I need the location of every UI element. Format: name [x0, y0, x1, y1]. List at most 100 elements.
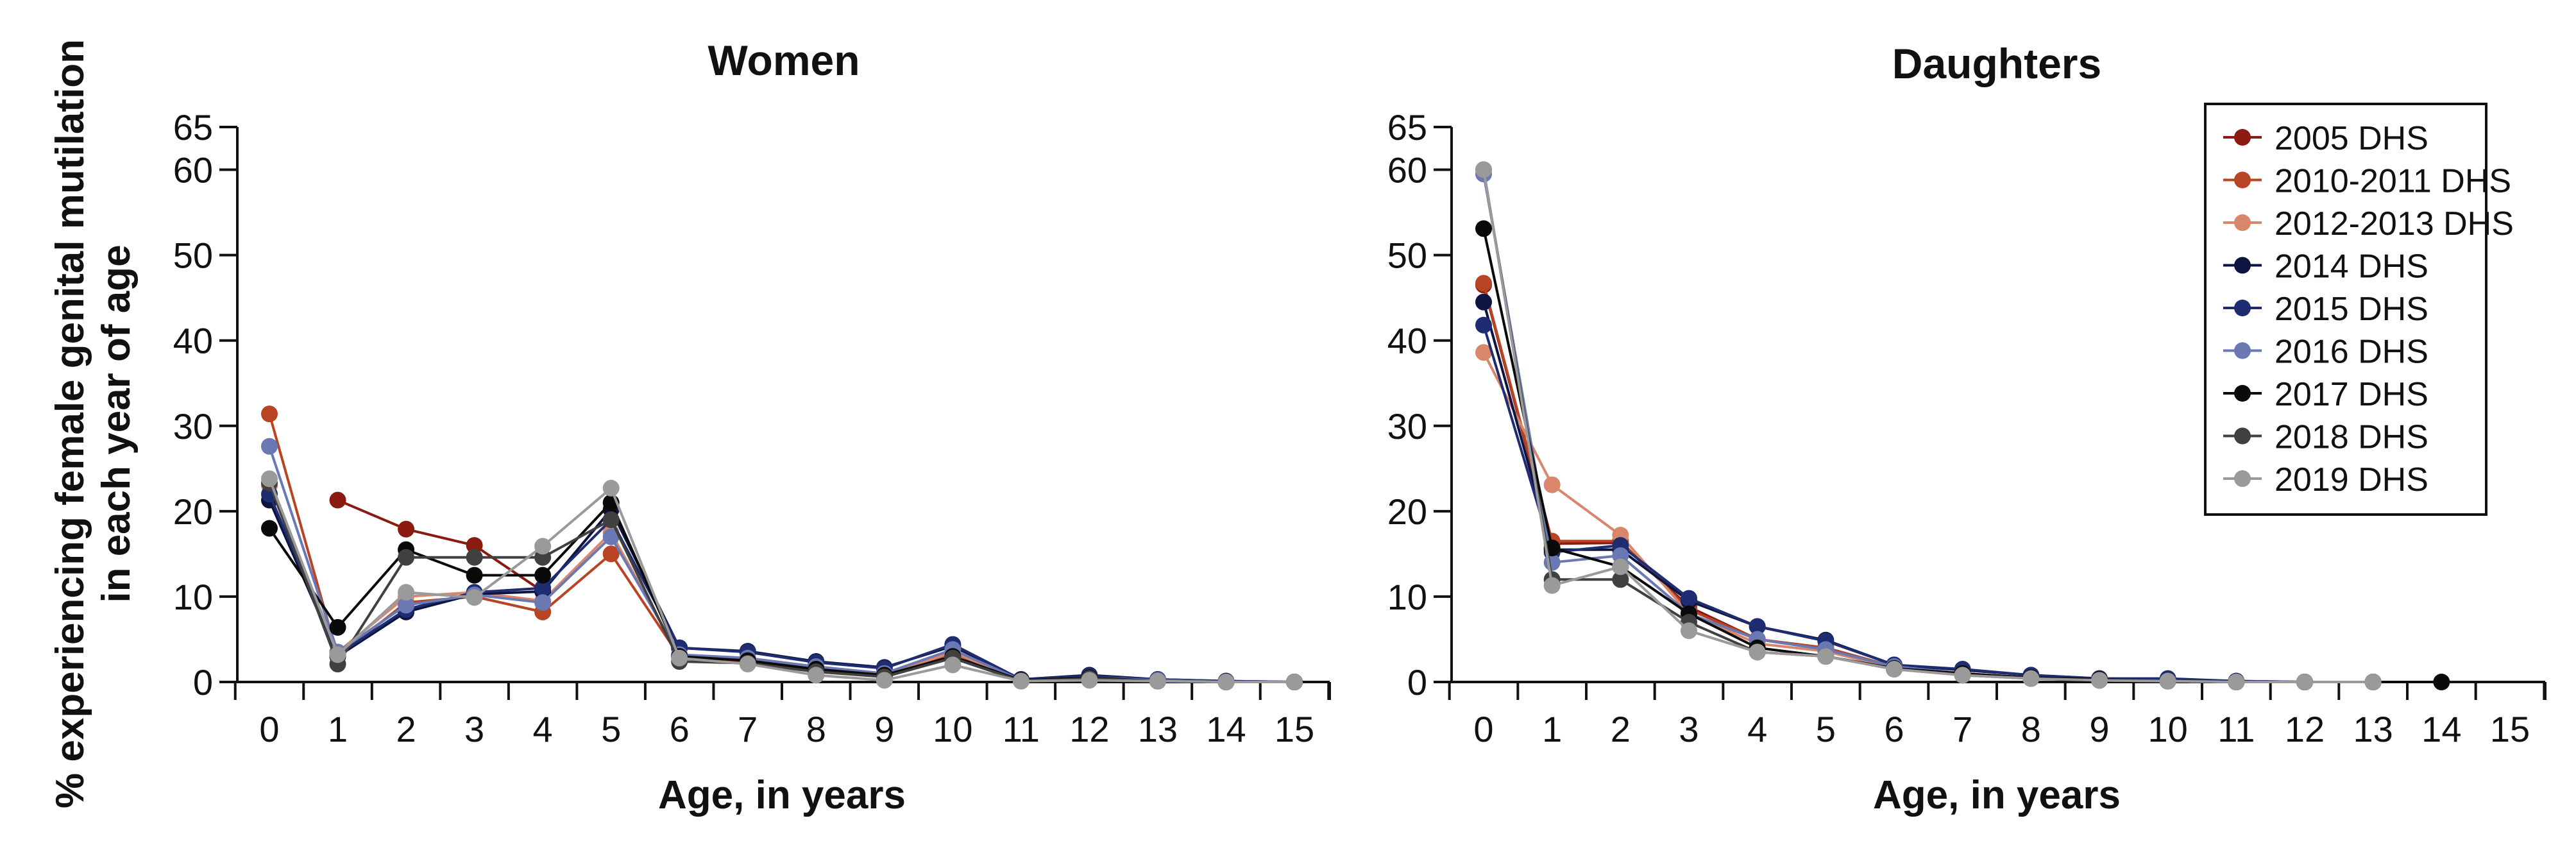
y-tick-label: 60 — [1387, 150, 1427, 191]
x-tick-label: 8 — [806, 709, 826, 749]
data-point — [1475, 220, 1492, 237]
data-point — [261, 438, 278, 455]
x-tick-label: 5 — [1816, 709, 1836, 749]
data-point — [329, 618, 346, 636]
data-point — [1012, 672, 1030, 690]
legend-label: 2014 DHS — [2275, 248, 2428, 285]
series-2016 DHS — [261, 438, 1303, 690]
data-point — [2022, 670, 2040, 687]
data-point — [466, 589, 483, 606]
x-tick-label: 9 — [874, 709, 894, 749]
legend-item: 2005 DHS — [2223, 120, 2428, 157]
x-tick-label: 9 — [2089, 709, 2109, 749]
data-point — [876, 672, 893, 689]
y-tick-label: 10 — [173, 577, 213, 617]
data-point — [1817, 648, 1835, 665]
x-tick-label: 8 — [2021, 709, 2041, 749]
series-2015 DHS — [261, 486, 1303, 690]
data-point — [2296, 674, 2313, 690]
y-tick-label: 20 — [173, 491, 213, 532]
legend-label: 2015 DHS — [2275, 291, 2428, 328]
data-point — [602, 479, 620, 497]
y-tick-label: 60 — [173, 150, 213, 191]
legend-label: 2012-2013 DHS — [2275, 205, 2514, 243]
legend-label: 2018 DHS — [2275, 419, 2428, 456]
x-tick-label: 14 — [1206, 709, 1246, 749]
series-line — [268, 493, 1295, 683]
series-line — [268, 478, 1294, 683]
series-line — [268, 446, 1294, 683]
x-tick-label: 2 — [396, 709, 416, 749]
data-point — [1286, 674, 1303, 690]
x-tick-label: 1 — [328, 709, 348, 749]
series-line — [268, 482, 1294, 683]
x-tick-label: 1 — [1542, 709, 1562, 749]
data-point — [534, 567, 552, 584]
y-tick-label: 30 — [1387, 406, 1427, 447]
data-point — [1749, 618, 1766, 635]
x-tick-label: 6 — [1884, 709, 1904, 749]
series-line — [268, 485, 1294, 683]
x-tick-label: 11 — [2217, 709, 2255, 749]
data-point — [2091, 672, 2108, 689]
legend-item: 2015 DHS — [2223, 291, 2428, 328]
data-point — [1475, 161, 1492, 178]
data-point — [1475, 275, 1492, 292]
data-point — [398, 549, 415, 566]
y-tick-label: 40 — [173, 321, 213, 361]
data-point — [261, 405, 278, 423]
series-2014 DHS — [261, 491, 1303, 690]
series-2019 DHS — [1475, 161, 2382, 690]
data-point — [808, 667, 825, 684]
data-point — [1681, 590, 1697, 607]
data-point — [534, 579, 552, 597]
data-point — [739, 656, 756, 673]
x-tick-label: 2 — [1611, 709, 1631, 749]
data-point — [466, 549, 483, 566]
data-point — [1612, 571, 1629, 588]
x-tick-label: 11 — [1003, 709, 1040, 749]
data-point — [261, 470, 278, 488]
x-tick-label: 14 — [2421, 709, 2461, 749]
x-tick-label: 5 — [601, 709, 621, 749]
data-point — [534, 538, 552, 555]
legend-swatch-marker — [2234, 385, 2251, 402]
data-point — [1612, 558, 1629, 575]
x-tick-label: 7 — [738, 709, 758, 749]
x-tick-label: 4 — [533, 709, 553, 749]
x-tick-label: 4 — [1747, 709, 1767, 749]
y-axis-title: % experiencing female genital mutilation… — [48, 39, 139, 808]
x-tick-label: 15 — [2490, 709, 2530, 749]
legend-label: 2010-2011 DHS — [2275, 163, 2511, 200]
data-point — [1475, 293, 1492, 311]
x-tick-label: 0 — [259, 709, 279, 749]
x-tick-label: 10 — [933, 709, 972, 749]
y-tick-label: 10 — [1387, 577, 1427, 617]
x-tick-label: 12 — [1069, 709, 1109, 749]
legend-swatch-marker — [2234, 300, 2251, 316]
data-point — [1149, 672, 1166, 690]
legend-item: 2014 DHS — [2223, 248, 2428, 285]
legend-swatch-marker — [2234, 257, 2251, 274]
data-point — [1886, 661, 1902, 678]
data-point — [398, 520, 415, 538]
panel-title: Daughters — [1892, 40, 2101, 87]
data-point — [329, 646, 346, 663]
data-point — [466, 567, 483, 584]
legend-item: 2019 DHS — [2223, 461, 2428, 498]
x-tick-label: 3 — [464, 709, 484, 749]
y-tick-label: 50 — [173, 235, 213, 276]
y-tick-label: 65 — [1387, 107, 1427, 148]
series-2019 DHS — [261, 470, 1303, 690]
y-tick-label: 0 — [1407, 662, 1427, 703]
data-point — [1475, 316, 1492, 334]
x-tick-label: 0 — [1473, 709, 1493, 749]
x-axis-title: Age, in years — [1873, 773, 2121, 817]
data-point — [602, 511, 620, 529]
data-point — [1681, 622, 1697, 640]
y-axis-title-line: in each year of age — [94, 244, 139, 602]
